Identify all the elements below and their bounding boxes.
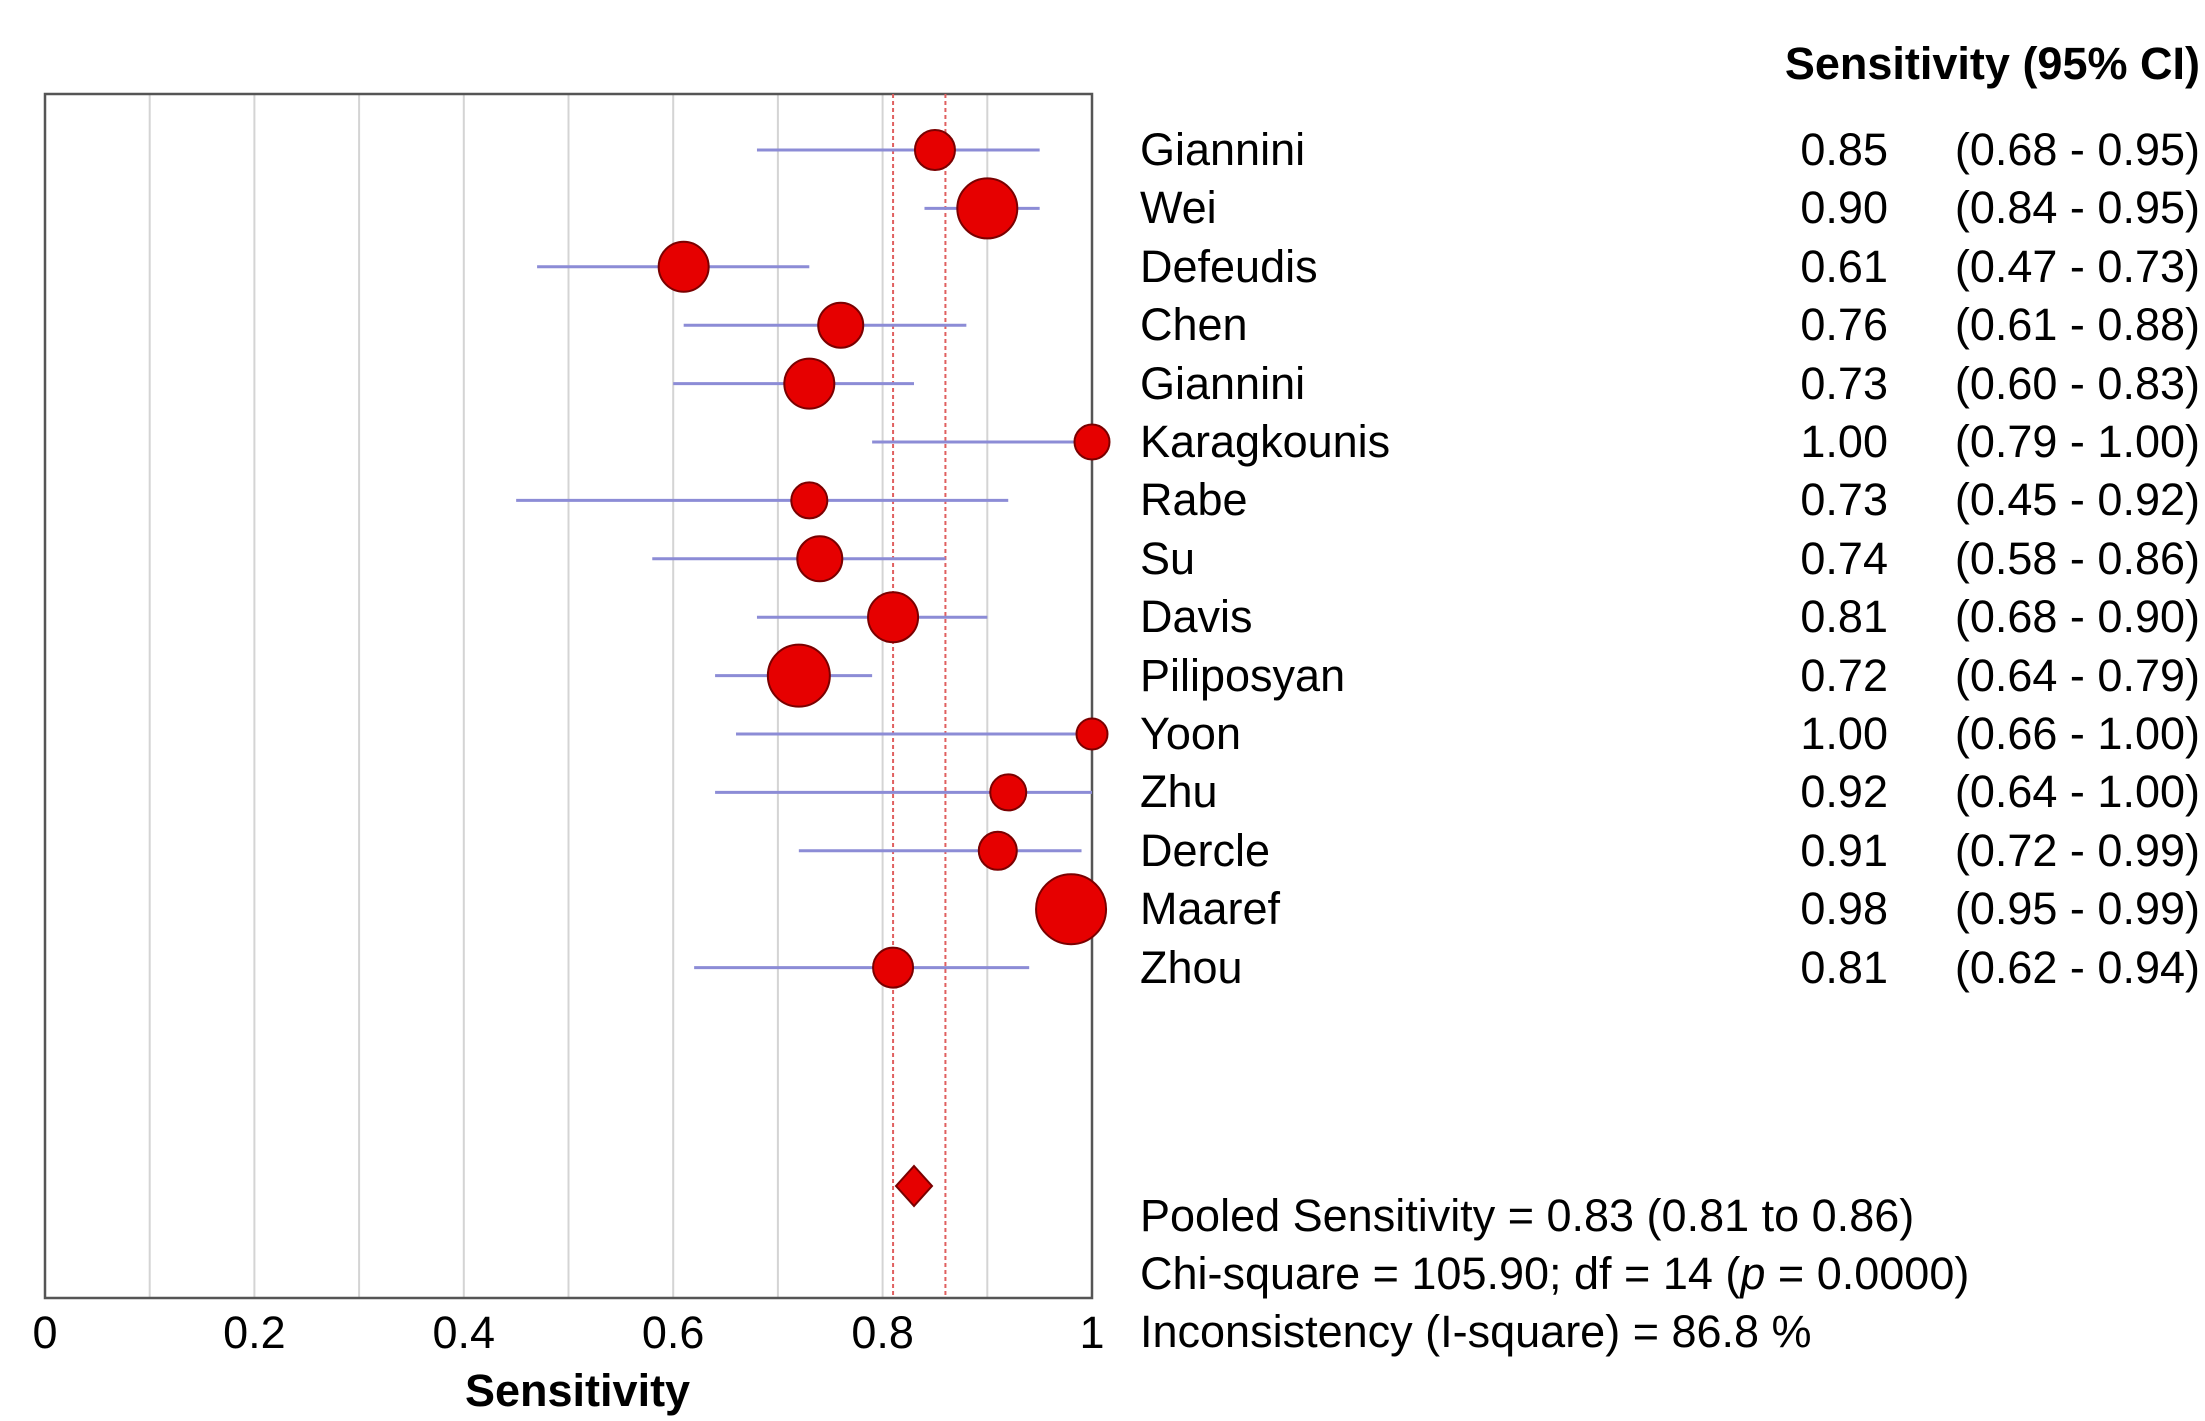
study-sensitivity: 0.81 — [1800, 941, 1888, 993]
study-point — [783, 357, 836, 410]
study-point — [872, 946, 915, 989]
x-tick-label: 0.6 — [642, 1307, 705, 1358]
study-sensitivity: 0.92 — [1800, 766, 1888, 818]
study-sensitivity: 0.90 — [1800, 182, 1888, 234]
inconsistency-text: Inconsistency (I-square) = 86.8 % — [1140, 1306, 1812, 1357]
p-symbol: p — [1740, 1248, 1766, 1299]
study-sensitivity: 0.85 — [1800, 124, 1888, 175]
x-tick-label: 1 — [1079, 1307, 1104, 1358]
study-sensitivity: 0.91 — [1800, 824, 1888, 876]
chi-square-pre: Chi-square = 105.90; df = 14 ( — [1140, 1248, 1741, 1299]
study-name: Rabe — [1140, 474, 1248, 526]
plot-frame — [43, 92, 1094, 1300]
study-point — [989, 773, 1028, 812]
study-name: Karagkounis — [1140, 416, 1391, 467]
study-name: Yoon — [1140, 708, 1241, 759]
study-sensitivity: 0.72 — [1800, 649, 1888, 701]
study-point — [1075, 717, 1109, 751]
study-ci: (0.45 - 0.92) — [1954, 474, 2200, 526]
study-sensitivity: 0.74 — [1800, 532, 1888, 584]
study-point — [1073, 423, 1111, 461]
study-ci: (0.47 - 0.73) — [1954, 240, 2200, 292]
study-sensitivity: 1.00 — [1800, 416, 1888, 467]
study-sensitivity: 0.98 — [1800, 883, 1888, 935]
study-name: Maaref — [1140, 883, 1281, 935]
study-point — [817, 301, 865, 349]
study-name: Dercle — [1140, 824, 1271, 876]
study-point — [977, 830, 1018, 871]
study-name: Zhou — [1140, 941, 1243, 993]
chi-square-text: Chi-square = 105.90; df = 14 (p = 0.0000… — [1140, 1251, 1969, 1296]
study-sensitivity: 1.00 — [1800, 708, 1888, 759]
study-sensitivity: 0.73 — [1800, 357, 1888, 409]
study-name: Chen — [1140, 299, 1248, 351]
study-ci: (0.68 - 0.95) — [1954, 124, 2200, 175]
x-axis-title: Sensitivity — [465, 1365, 691, 1416]
study-point — [657, 240, 710, 293]
study-point — [956, 177, 1019, 240]
study-name: Giannini — [1140, 124, 1306, 175]
study-ci: (0.61 - 0.88) — [1954, 299, 2200, 351]
study-point — [796, 535, 844, 583]
study-ci: (0.68 - 0.90) — [1954, 591, 2200, 643]
x-tick-label: 0.8 — [851, 1307, 914, 1358]
study-name: Su — [1140, 532, 1196, 584]
study-point — [913, 129, 956, 171]
study-sensitivity: 0.81 — [1800, 591, 1888, 643]
study-ci: (0.64 - 1.00) — [1954, 766, 2200, 818]
study-sensitivity: 0.73 — [1800, 474, 1888, 526]
x-tick-label: 0.4 — [433, 1307, 496, 1358]
x-tick-label: 0.2 — [223, 1307, 286, 1358]
study-point — [766, 643, 831, 708]
study-name: Zhu — [1140, 766, 1218, 818]
study-ci: (0.62 - 0.94) — [1954, 941, 2200, 993]
study-ci: (0.60 - 0.83) — [1954, 357, 2200, 409]
study-point — [790, 481, 829, 520]
study-point — [1035, 873, 1108, 946]
study-name: Davis — [1140, 591, 1253, 643]
study-sensitivity: 0.76 — [1800, 299, 1888, 351]
chi-square-post: = 0.0000) — [1765, 1248, 1970, 1299]
study-point — [867, 591, 920, 644]
study-ci: (0.84 - 0.95) — [1954, 182, 2200, 234]
pooled-diamond — [894, 1164, 934, 1208]
column-header-sensitivity-ci: Sensitivity (95% CI) — [1784, 38, 2200, 89]
study-ci: (0.95 - 0.99) — [1954, 883, 2200, 935]
study-ci: (0.64 - 0.79) — [1954, 649, 2200, 701]
study-ci: (0.58 - 0.86) — [1954, 532, 2200, 584]
study-name: Giannini — [1140, 357, 1306, 409]
study-ci: (0.66 - 1.00) — [1954, 708, 2200, 759]
study-ci: (0.79 - 1.00) — [1954, 416, 2200, 467]
study-ci: (0.72 - 0.99) — [1954, 824, 2200, 876]
study-name: Piliposyan — [1140, 649, 1346, 701]
pooled-sensitivity-text: Pooled Sensitivity = 0.83 (0.81 to 0.86) — [1140, 1190, 1915, 1241]
study-name: Wei — [1140, 182, 1217, 234]
study-name: Defeudis — [1140, 240, 1318, 292]
x-tick-label: 0 — [32, 1307, 57, 1358]
study-sensitivity: 0.61 — [1800, 240, 1888, 292]
